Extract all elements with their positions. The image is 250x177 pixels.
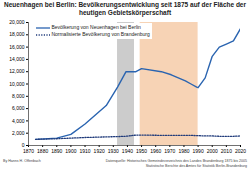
svg-text:10,000: 10,000	[9, 81, 25, 87]
svg-text:1980: 1980	[178, 148, 189, 154]
html-text:Statistische Berichte des Amte: Statistische Berichte des Amtes für Stat…	[145, 163, 247, 168]
svg-text:1960: 1960	[150, 148, 161, 154]
html-text:Neuenhagen bei Berlin: Bevölke: Neuenhagen bei Berlin: Bevölkerungsentwi…	[4, 1, 246, 16]
svg-text:1970: 1970	[164, 148, 175, 154]
svg-text:14,000: 14,000	[9, 56, 25, 62]
svg-text:20,000: 20,000	[9, 19, 25, 25]
svg-text:2,000: 2,000	[12, 130, 25, 136]
svg-text:2010: 2010	[221, 148, 232, 154]
html-text:Bevölkerung von Neuenhagen bei: Bevölkerung von Neuenhagen bei Berlin	[50, 24, 141, 30]
svg-text:1920: 1920	[94, 148, 105, 154]
svg-text:16,000: 16,000	[9, 44, 25, 50]
svg-text:1930: 1930	[108, 148, 119, 154]
svg-text:1950: 1950	[136, 148, 147, 154]
html-text:By Hanns H. Offenbach: By Hanns H. Offenbach	[3, 159, 41, 163]
svg-text:1900: 1900	[65, 148, 76, 154]
svg-text:1940: 1940	[122, 148, 133, 154]
html-text:Datenquelle: Historisches Geme: Datenquelle: Historisches Gemeindeverzei…	[105, 159, 247, 163]
svg-text:1910: 1910	[79, 148, 90, 154]
html-text:Normalisierte Bevölkerung von: Normalisierte Bevölkerung von Brandenbur…	[50, 31, 150, 37]
svg-text:8,000: 8,000	[12, 93, 25, 99]
svg-text:2020: 2020	[235, 148, 246, 154]
svg-text:0: 0	[21, 142, 25, 149]
svg-text:4,000: 4,000	[12, 118, 25, 124]
svg-text:12,000: 12,000	[9, 68, 25, 74]
svg-text:6,000: 6,000	[12, 105, 25, 111]
svg-text:1880: 1880	[37, 148, 48, 154]
svg-text:2000: 2000	[207, 148, 218, 154]
svg-text:18,000: 18,000	[9, 31, 25, 37]
svg-text:1890: 1890	[51, 148, 62, 154]
svg-text:1990: 1990	[193, 148, 204, 154]
svg-text:1870: 1870	[23, 148, 34, 154]
